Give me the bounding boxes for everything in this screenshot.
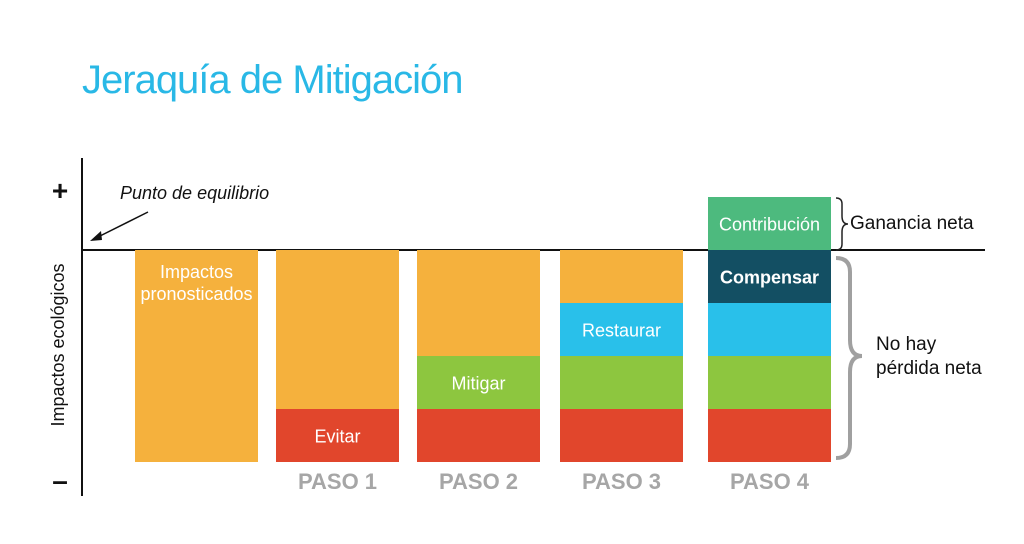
step-label: PASO 4 [730, 469, 810, 494]
axis-plus: + [52, 175, 68, 206]
bar-segment-restore [708, 303, 831, 356]
equilibrium-arrowhead [90, 231, 102, 241]
bar-segment-avoid [708, 409, 831, 462]
page-title: Jeraquía de Mitigación [82, 58, 463, 102]
segment-label-compensate: Compensar [720, 268, 819, 288]
segment-label-avoid: Evitar [314, 427, 360, 447]
bar-segment-mitigate [560, 356, 683, 409]
bar-segment-contribution [708, 197, 831, 250]
y-axis-label: Impactos ecológicos [48, 263, 68, 426]
axis-minus: – [52, 465, 68, 496]
bar-segment-avoid [276, 409, 399, 462]
equilibrium-label: Punto de equilibrio [120, 183, 269, 203]
bar-segment-avoid [417, 409, 540, 462]
bar-segment-impacts [135, 250, 258, 462]
step-label: PASO 3 [582, 469, 661, 494]
bar-segment-impacts [417, 250, 540, 356]
bar-segment-impacts [276, 250, 399, 409]
segment-label-impacts: Impactos pronosticados [140, 262, 252, 304]
segment-label-mitigate: Mitigar [451, 374, 505, 394]
no-net-loss-bracket [835, 256, 863, 460]
bar-segment-compensate [708, 250, 831, 303]
equilibrium-arrow [95, 211, 149, 239]
net-gain-bracket [835, 197, 849, 251]
step-label: PASO 1 [298, 469, 377, 494]
step-label: PASO 2 [439, 469, 518, 494]
bar-segment-restore [560, 303, 683, 356]
net-gain-label: Ganancia neta [850, 213, 974, 234]
no-net-loss-label: No hay pérdida neta [876, 334, 982, 379]
bar-segment-avoid [560, 409, 683, 462]
bars-group: Impactos pronosticados Evitar PASO 1 Mitigar… [135, 197, 831, 494]
bar-segment-impacts [560, 250, 683, 303]
segment-label-contribution: Contribución [719, 215, 820, 235]
bar-segment-mitigate [708, 356, 831, 409]
segment-label-restore: Restaurar [582, 321, 661, 341]
bar-segment-mitigate [417, 356, 540, 409]
